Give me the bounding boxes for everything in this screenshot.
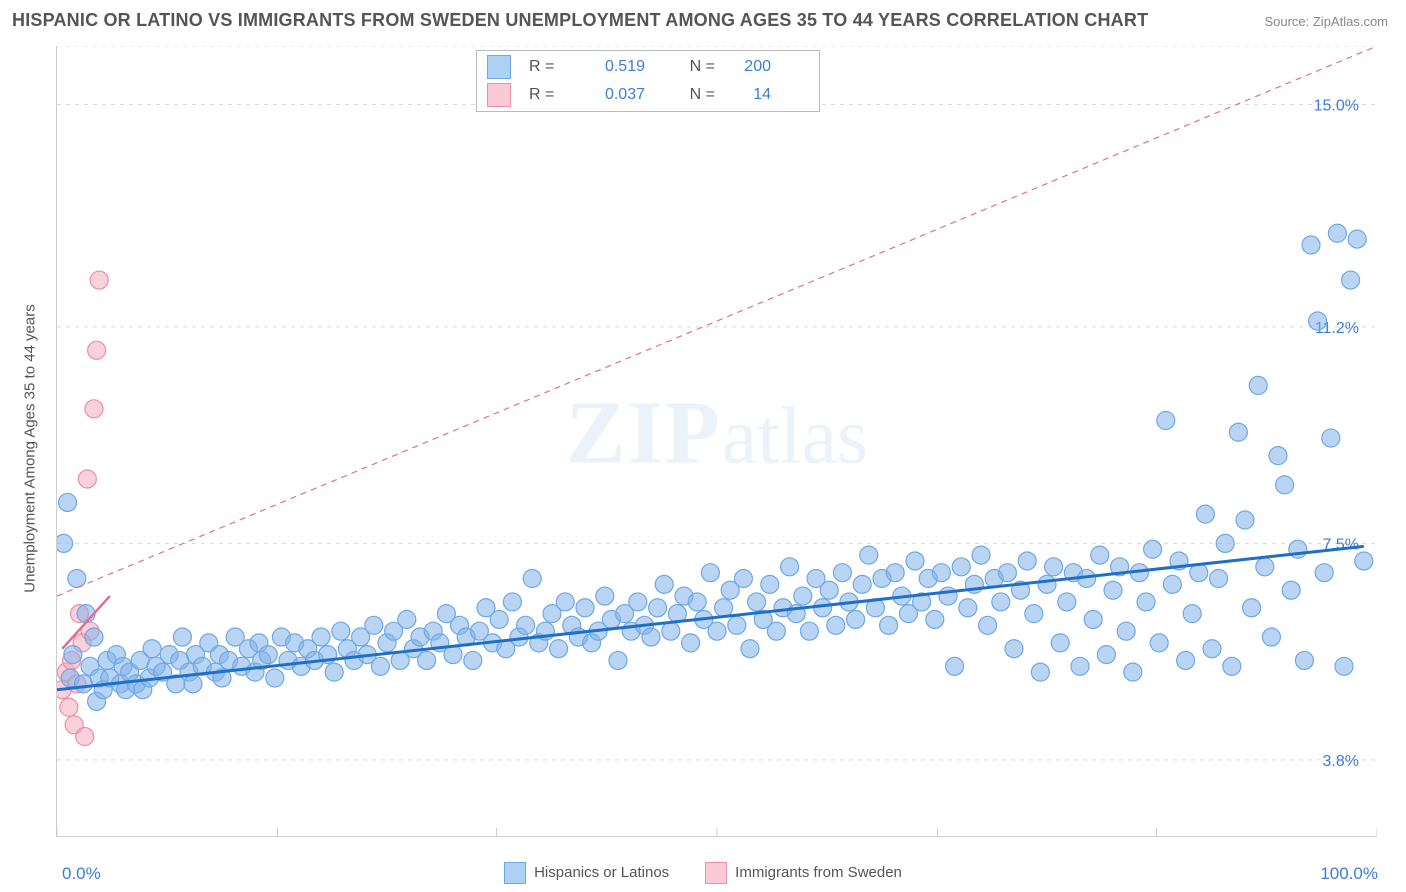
legend-swatch bbox=[487, 83, 511, 107]
legend-stat-row: R =0.519 N =200 bbox=[487, 55, 809, 79]
legend-swatch bbox=[705, 862, 727, 884]
legend-r-value: 0.037 bbox=[569, 86, 645, 104]
legend-n-value: 14 bbox=[715, 86, 771, 104]
legend-bottom-item: Immigrants from Sweden bbox=[705, 862, 902, 884]
legend-r-value: 0.519 bbox=[569, 58, 645, 76]
plot-area: 3.8%7.5%11.2%15.0% ZIPatlas bbox=[56, 46, 1377, 837]
y-axis-label: Unemployment Among Ages 35 to 44 years bbox=[22, 299, 39, 599]
ticks-layer bbox=[57, 46, 1377, 836]
legend-stats-box: R =0.519 N =200 R =0.037 N =14 bbox=[476, 50, 820, 112]
chart-title: HISPANIC OR LATINO VS IMMIGRANTS FROM SW… bbox=[12, 10, 1148, 31]
source-label: Source: ZipAtlas.com bbox=[1264, 14, 1388, 29]
legend-bottom-item: Hispanics or Latinos bbox=[504, 862, 669, 884]
legend-stat-row: R =0.037 N =14 bbox=[487, 83, 809, 107]
legend-n-value: 200 bbox=[715, 58, 771, 76]
legend-n-label: N = bbox=[665, 58, 715, 76]
legend-swatch bbox=[487, 55, 511, 79]
legend-series-label: Immigrants from Sweden bbox=[735, 864, 902, 881]
legend-series-label: Hispanics or Latinos bbox=[534, 864, 669, 881]
legend-swatch bbox=[504, 862, 526, 884]
legend-r-label: R = bbox=[529, 58, 569, 76]
legend-r-label: R = bbox=[529, 86, 569, 104]
legend-bottom: Hispanics or Latinos Immigrants from Swed… bbox=[0, 862, 1406, 884]
legend-n-label: N = bbox=[665, 86, 715, 104]
